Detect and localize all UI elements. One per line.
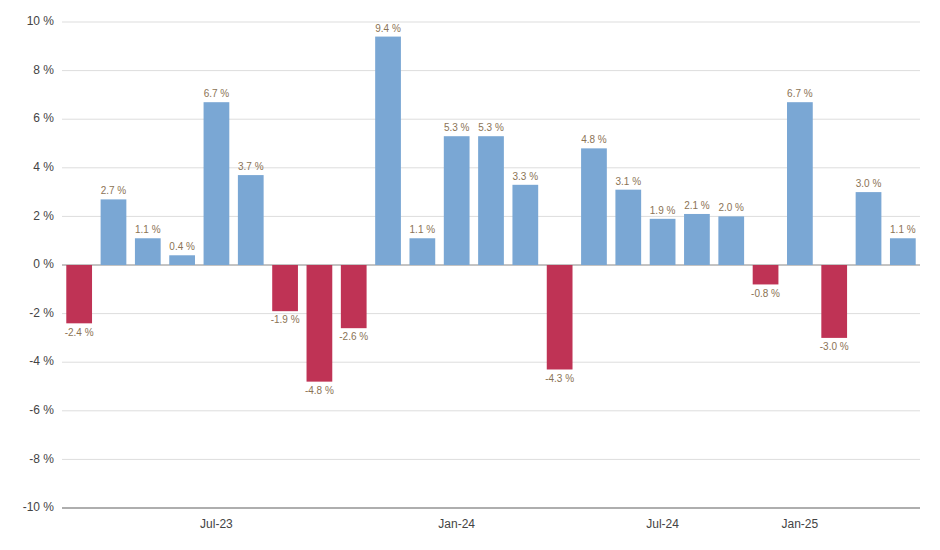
bar [204, 102, 230, 265]
y-tick-label: 2 % [33, 209, 54, 223]
data-label: 6.7 % [787, 88, 813, 99]
bar [341, 265, 367, 328]
bar [169, 255, 195, 265]
grid-line [62, 362, 920, 363]
grid-line [62, 459, 920, 460]
bar [307, 265, 333, 382]
y-tick-label: -6 % [29, 403, 54, 417]
data-label: -4.8 % [305, 385, 334, 396]
y-tick-label: 6 % [33, 111, 54, 125]
grid-line [62, 313, 920, 314]
data-label: -3.0 % [820, 341, 849, 352]
bar [684, 214, 710, 265]
bars [66, 37, 915, 382]
data-labels: -2.4 % 2.7 % 1.1 % 0.4 % 6.7 % 3.7 % -1.9 % -4.… [65, 23, 916, 396]
grid-line [62, 508, 920, 509]
bar [272, 265, 298, 311]
x-axis: Jul-23 Jan-24 Jul-24 Jan-25 [200, 517, 818, 531]
y-tick-label: -4 % [29, 354, 54, 368]
bar [821, 265, 847, 338]
data-label: 2.0 % [718, 202, 744, 213]
data-label: 3.3 % [513, 171, 539, 182]
bar [444, 136, 470, 265]
data-label: 4.8 % [581, 134, 607, 145]
bar [753, 265, 779, 284]
grid-line [62, 22, 920, 23]
data-label: -1.9 % [271, 314, 300, 325]
x-tick-label: Jul-24 [646, 517, 679, 531]
grid-line [62, 70, 920, 71]
data-label: 9.4 % [375, 23, 401, 34]
bar [890, 238, 916, 265]
bar [409, 238, 435, 265]
bar [478, 136, 504, 265]
data-label: -0.8 % [751, 288, 780, 299]
data-label: 1.1 % [410, 224, 436, 235]
bar [512, 185, 538, 265]
y-tick-label: -2 % [29, 306, 54, 320]
data-label: -4.3 % [545, 373, 574, 384]
y-tick-label: 10 % [27, 14, 55, 28]
data-label: 2.7 % [101, 185, 127, 196]
bar [856, 192, 882, 265]
x-tick-label: Jan-24 [438, 517, 475, 531]
bar [650, 219, 676, 265]
grid-line [62, 410, 920, 411]
bar [718, 216, 744, 265]
x-axis-line [62, 507, 920, 509]
bar [101, 199, 127, 265]
bar [238, 175, 264, 265]
data-label: 3.0 % [856, 178, 882, 189]
data-label: 5.3 % [444, 122, 470, 133]
bar [547, 265, 573, 369]
data-label: 0.4 % [169, 241, 195, 252]
x-tick-label: Jan-25 [782, 517, 819, 531]
x-tick-label: Jul-23 [200, 517, 233, 531]
y-axis: -10 % -8 % -6 % -4 % -2 % 0 % 2 % 4 % 6 % 8 % 10 % [23, 14, 55, 514]
chart: -10 % -8 % -6 % -4 % -2 % 0 % 2 % 4 % 6 % 8 % 10 %… [0, 0, 940, 550]
bar [581, 148, 607, 265]
data-label: 3.7 % [238, 161, 264, 172]
bar [615, 190, 641, 265]
y-tick-label: -10 % [23, 500, 55, 514]
data-label: 5.3 % [478, 122, 504, 133]
bar [375, 37, 401, 265]
bar [66, 265, 92, 323]
data-label: 6.7 % [204, 88, 230, 99]
bar [787, 102, 813, 265]
y-tick-label: 8 % [33, 63, 54, 77]
data-label: -2.6 % [339, 331, 368, 342]
data-label: 1.1 % [135, 224, 161, 235]
y-tick-label: 4 % [33, 160, 54, 174]
data-label: 3.1 % [615, 176, 641, 187]
data-label: 1.1 % [890, 224, 916, 235]
data-label: -2.4 % [65, 327, 94, 338]
data-label: 1.9 % [650, 205, 676, 216]
bar [135, 238, 161, 265]
grid [62, 22, 920, 508]
y-tick-label: -8 % [29, 452, 54, 466]
data-label: 2.1 % [684, 200, 710, 211]
y-tick-label: 0 % [33, 257, 54, 271]
